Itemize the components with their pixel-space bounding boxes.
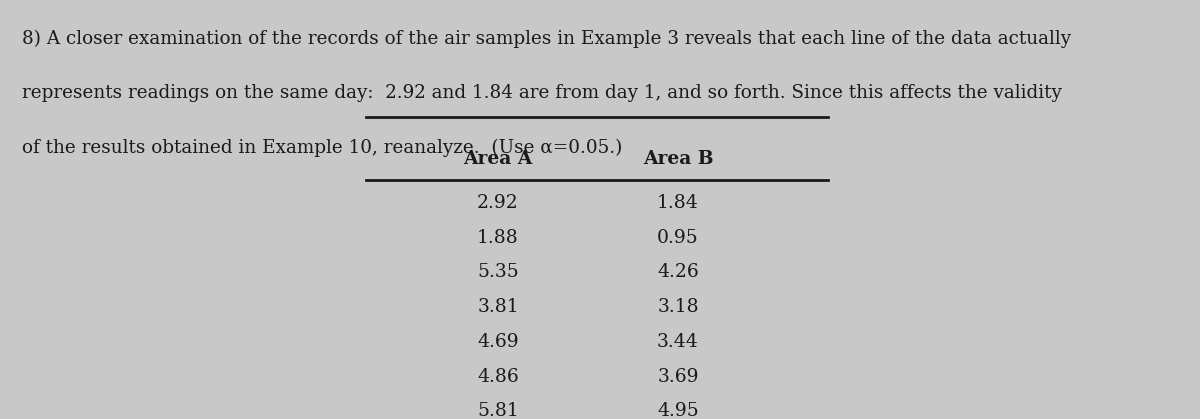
Text: 4.95: 4.95 <box>658 402 698 419</box>
Text: 4.26: 4.26 <box>658 263 698 281</box>
Text: 1.88: 1.88 <box>478 228 518 246</box>
Text: 3.18: 3.18 <box>658 298 698 316</box>
Text: Area A: Area A <box>463 150 533 168</box>
Text: 3.81: 3.81 <box>478 298 518 316</box>
Text: 5.35: 5.35 <box>478 263 518 281</box>
Text: 3.44: 3.44 <box>658 333 698 351</box>
Text: 2.92: 2.92 <box>478 194 518 212</box>
Text: 1.84: 1.84 <box>658 194 698 212</box>
Text: of the results obtained in Example 10, reanalyze.  (Use α=0.05.): of the results obtained in Example 10, r… <box>22 138 622 157</box>
Text: 8) A closer examination of the records of the air samples in Example 3 reveals t: 8) A closer examination of the records o… <box>22 29 1070 48</box>
Text: 4.69: 4.69 <box>478 333 518 351</box>
Text: 5.81: 5.81 <box>478 402 518 419</box>
Text: represents readings on the same day:  2.92 and 1.84 are from day 1, and so forth: represents readings on the same day: 2.9… <box>22 84 1062 102</box>
Text: 3.69: 3.69 <box>658 367 698 385</box>
Text: 0.95: 0.95 <box>658 228 698 246</box>
Text: 4.86: 4.86 <box>478 367 518 385</box>
Text: Area B: Area B <box>643 150 713 168</box>
